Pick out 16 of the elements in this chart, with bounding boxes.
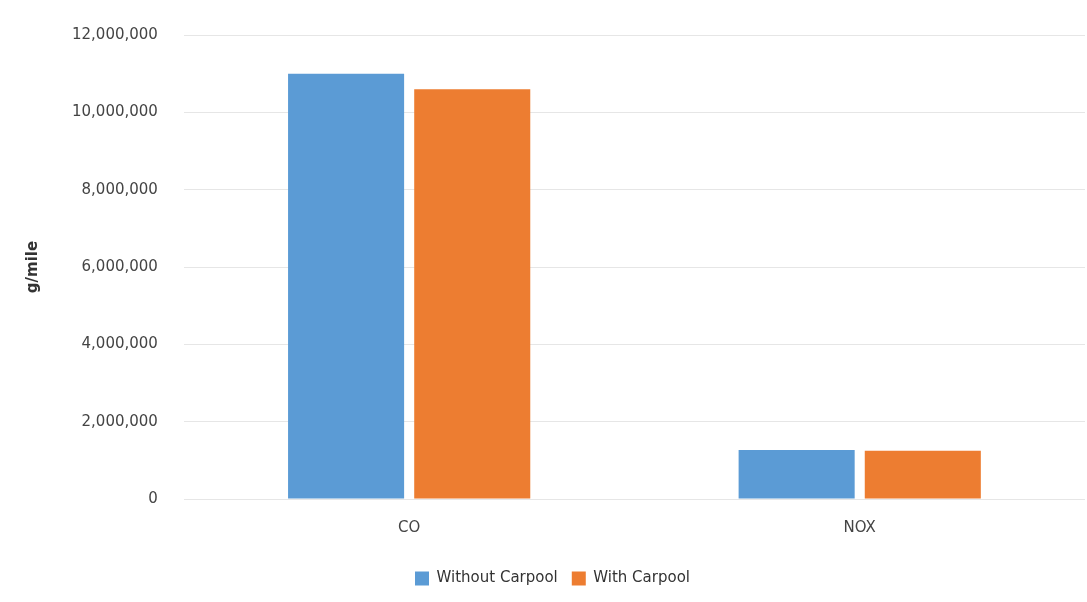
y-tick-label: 4,000,000 — [81, 334, 158, 353]
y-tick-label: 0 — [148, 488, 158, 507]
x-tick-label: CO — [398, 517, 421, 536]
y-tick-label: 12,000,000 — [71, 24, 158, 43]
y-tick-label: 6,000,000 — [81, 256, 158, 275]
x-tick-label: NOX — [843, 517, 876, 536]
legend-label: With Carpool — [593, 568, 690, 587]
y-tick-label: 8,000,000 — [81, 179, 158, 198]
bar — [414, 89, 531, 499]
bar — [288, 73, 405, 499]
bar — [738, 449, 855, 499]
y-tick-label: 2,000,000 — [81, 411, 158, 430]
y-tick-label: 10,000,000 — [71, 102, 158, 121]
legend-label: Without Carpool — [436, 568, 558, 587]
y-axis-title: g/mile — [22, 240, 41, 294]
bar — [864, 450, 981, 499]
